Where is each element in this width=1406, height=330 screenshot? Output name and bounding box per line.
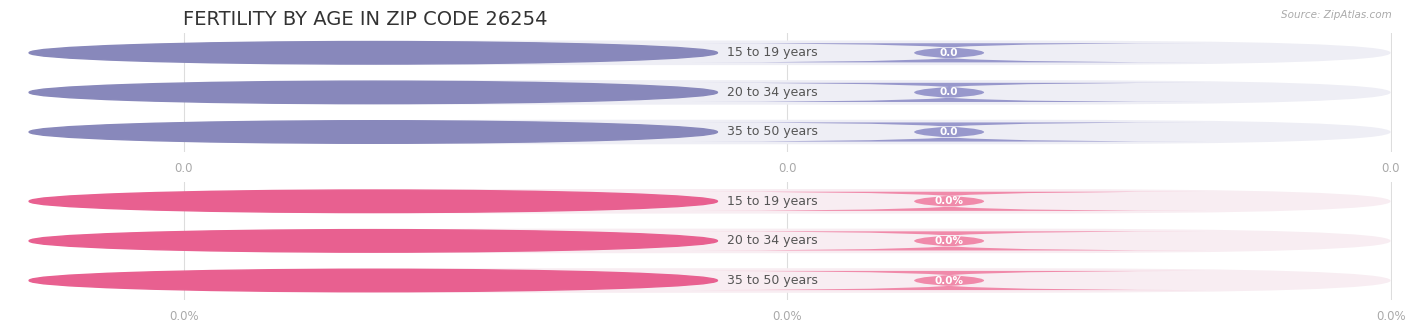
FancyBboxPatch shape bbox=[184, 41, 1391, 65]
FancyBboxPatch shape bbox=[692, 43, 1206, 62]
FancyBboxPatch shape bbox=[184, 268, 1391, 293]
Text: 0.0: 0.0 bbox=[1382, 162, 1400, 175]
FancyBboxPatch shape bbox=[692, 192, 1206, 211]
Circle shape bbox=[30, 42, 717, 64]
Text: 0.0: 0.0 bbox=[939, 127, 959, 137]
FancyBboxPatch shape bbox=[692, 231, 1206, 250]
Circle shape bbox=[30, 190, 717, 213]
Text: 0.0%: 0.0% bbox=[169, 310, 198, 323]
FancyBboxPatch shape bbox=[692, 271, 1206, 290]
Text: 0.0%: 0.0% bbox=[935, 276, 963, 285]
Text: 0.0: 0.0 bbox=[174, 162, 193, 175]
Circle shape bbox=[30, 230, 717, 252]
Text: 35 to 50 years: 35 to 50 years bbox=[727, 125, 818, 139]
Text: 0.0%: 0.0% bbox=[1376, 310, 1406, 323]
Text: 0.0: 0.0 bbox=[939, 87, 959, 97]
FancyBboxPatch shape bbox=[184, 229, 1391, 253]
Text: 20 to 34 years: 20 to 34 years bbox=[727, 86, 818, 99]
FancyBboxPatch shape bbox=[692, 83, 1206, 102]
Text: 0.0%: 0.0% bbox=[772, 310, 803, 323]
Text: 15 to 19 years: 15 to 19 years bbox=[727, 195, 818, 208]
FancyBboxPatch shape bbox=[692, 122, 1206, 142]
Circle shape bbox=[30, 121, 717, 143]
FancyBboxPatch shape bbox=[184, 189, 1391, 214]
Text: 15 to 19 years: 15 to 19 years bbox=[727, 46, 818, 59]
FancyBboxPatch shape bbox=[184, 80, 1391, 105]
Text: Source: ZipAtlas.com: Source: ZipAtlas.com bbox=[1281, 10, 1392, 20]
Circle shape bbox=[30, 81, 717, 104]
FancyBboxPatch shape bbox=[184, 120, 1391, 144]
Text: 0.0%: 0.0% bbox=[935, 236, 963, 246]
Text: 0.0: 0.0 bbox=[939, 48, 959, 58]
Text: 20 to 34 years: 20 to 34 years bbox=[727, 234, 818, 248]
Text: 35 to 50 years: 35 to 50 years bbox=[727, 274, 818, 287]
Circle shape bbox=[30, 269, 717, 292]
Text: FERTILITY BY AGE IN ZIP CODE 26254: FERTILITY BY AGE IN ZIP CODE 26254 bbox=[183, 10, 547, 29]
Text: 0.0%: 0.0% bbox=[935, 196, 963, 206]
Text: 0.0: 0.0 bbox=[778, 162, 797, 175]
